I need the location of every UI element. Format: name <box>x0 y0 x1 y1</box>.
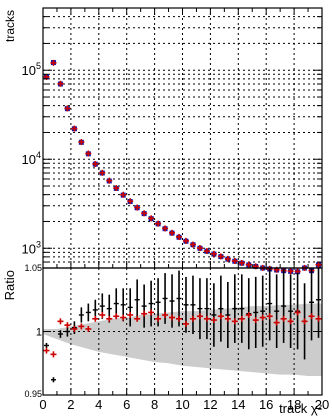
main-y-tick-label: 103 <box>22 239 41 256</box>
main-point-red <box>71 125 78 132</box>
ratio-y-tick-label: 1.05 <box>24 263 42 273</box>
ratio-point-red <box>189 315 196 322</box>
ratio-point-red <box>148 309 155 316</box>
ratio-point-red <box>294 309 301 316</box>
ratio-point-red <box>266 313 273 320</box>
ratio-point-red <box>231 318 238 325</box>
ratio-point-red <box>259 314 266 321</box>
ratio-point-red <box>120 314 127 321</box>
main-point-red <box>176 233 183 240</box>
main-point-red <box>238 259 245 266</box>
main-point-red <box>217 253 224 260</box>
x-tick-label: 20 <box>315 397 329 412</box>
main-point-red <box>57 80 64 87</box>
ratio-panel: 0 2 4 6 8 10 12 14 16 18 20 0.95 1 1.05 Ratio track χ… <box>2 263 329 416</box>
ratio-point-red <box>127 311 134 318</box>
ratio-point-red <box>141 310 148 317</box>
x-tick-label: 6 <box>123 397 130 412</box>
main-point-red <box>189 241 196 248</box>
ratio-point-red <box>182 320 189 327</box>
x-tick-label: 12 <box>203 397 217 412</box>
main-point-red <box>106 177 113 184</box>
main-y-tick-label: 105 <box>22 61 41 78</box>
main-point-red <box>162 225 169 232</box>
ratio-point-red <box>224 315 231 322</box>
ratio-point-red <box>85 325 92 332</box>
ratio-y-tick-label: 0.95 <box>24 389 42 399</box>
main-point-red <box>134 204 141 211</box>
x-tick-label: 10 <box>175 397 189 412</box>
x-tick-label: 18 <box>287 397 301 412</box>
ratio-point-red <box>176 315 183 322</box>
ratio-point-red <box>169 314 176 321</box>
main-point-red <box>50 59 57 66</box>
ratio-point-red <box>238 315 245 322</box>
ratio-point-red <box>252 317 259 324</box>
ratio-ticks: 0 2 4 6 8 10 12 14 16 18 20 0.95 1 1.05 <box>24 263 329 412</box>
main-point-red <box>85 150 92 157</box>
ratio-point-red <box>203 315 210 322</box>
ratio-point-red <box>106 315 113 322</box>
main-point-red <box>231 257 238 264</box>
main-point-red <box>155 220 162 227</box>
main-y-axis-label: tracks <box>3 10 17 42</box>
main-point-red <box>315 261 322 268</box>
main-ticks: 103 104 105 <box>22 7 323 269</box>
x-axis-label: track χ² <box>279 401 323 416</box>
ratio-point-red <box>92 315 99 322</box>
ratio-point-red <box>301 318 308 325</box>
ratio-point-red <box>162 311 169 318</box>
main-point-red <box>245 261 252 268</box>
ratio-point-red <box>64 322 71 329</box>
main-point-red <box>120 191 127 198</box>
x-tick-label: 16 <box>259 397 273 412</box>
ratio-point-red <box>155 315 162 322</box>
main-point-red <box>99 169 106 176</box>
main-point-red <box>64 105 71 112</box>
main-point-red <box>127 198 134 205</box>
ratio-point-red <box>134 315 141 322</box>
ratio-point-red <box>308 313 315 320</box>
main-panel: 103 104 105 tracks <box>3 7 323 275</box>
main-point-red <box>182 237 189 244</box>
x-tick-label: 14 <box>231 397 245 412</box>
ratio-point-red <box>43 347 50 354</box>
ratio-point-red <box>280 315 287 322</box>
main-gridlines <box>43 7 322 269</box>
ratio-point-red <box>196 313 203 320</box>
main-point-red <box>92 160 99 167</box>
ratio-y-axis-label: Ratio <box>2 270 17 300</box>
ratio-point-red <box>113 313 120 320</box>
main-point-red <box>210 250 217 257</box>
main-point-red <box>113 185 120 192</box>
x-tick-label: 0 <box>39 397 46 412</box>
ratio-point-red <box>57 318 64 325</box>
main-point-red <box>148 215 155 222</box>
main-point-red <box>287 268 294 275</box>
ratio-point-red <box>71 325 78 332</box>
ratio-point-red <box>99 311 106 318</box>
ratio-point-red <box>50 351 57 358</box>
ratio-point-red <box>315 315 322 322</box>
ratio-point-red <box>245 311 252 318</box>
x-tick-label: 4 <box>95 397 102 412</box>
ratio-point-red <box>78 323 85 330</box>
x-tick-label: 2 <box>67 397 74 412</box>
ratio-point-red <box>210 317 217 324</box>
ratio-point-red <box>287 318 294 325</box>
main-point-red <box>224 255 231 262</box>
x-tick-label: 8 <box>151 397 158 412</box>
main-point-red <box>169 229 176 236</box>
main-point-red <box>196 245 203 252</box>
ratio-series <box>43 268 322 383</box>
ratio-y-tick-label: 1 <box>36 327 42 339</box>
ratio-point-red <box>273 319 280 326</box>
main-point-red <box>141 210 148 217</box>
main-point-red <box>78 139 85 146</box>
main-y-tick-label: 104 <box>22 150 41 167</box>
ratio-point-red <box>217 313 224 320</box>
main-point-red <box>203 248 210 255</box>
